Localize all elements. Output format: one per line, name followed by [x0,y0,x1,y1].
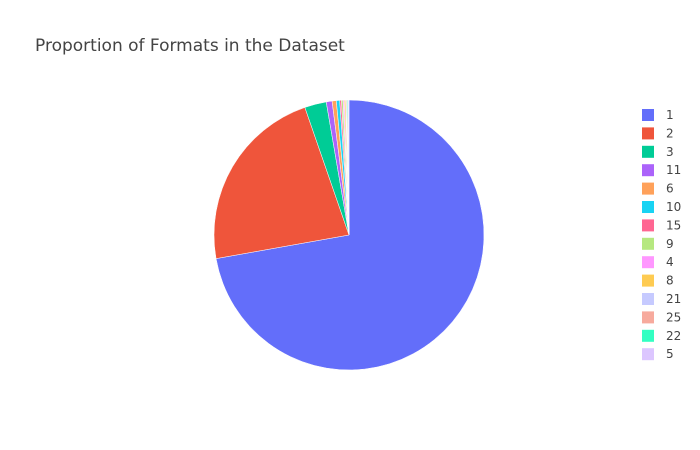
legend-swatch [642,311,654,324]
legend-label: 5 [666,347,674,361]
legend-item-1[interactable]: 1 [642,108,674,122]
pie-slices [213,99,485,371]
pie-slice-2[interactable] [213,107,350,259]
legend-swatch [642,274,654,287]
legend-label: 15 [666,218,681,232]
legend-swatch [642,145,654,158]
legend-item-10[interactable]: 10 [642,200,681,214]
legend-item-11[interactable]: 11 [642,163,681,177]
legend-label: 11 [666,163,681,177]
legend-label: 25 [666,310,681,324]
legend-item-15[interactable]: 15 [642,218,681,232]
legend-swatch [642,219,654,232]
chart-title: Proportion of Formats in the Dataset [35,36,345,56]
legend-label: 4 [666,255,674,269]
legend-label: 8 [666,274,674,288]
legend-swatch [642,256,654,269]
legend-item-2[interactable]: 2 [642,126,674,140]
legend-label: 6 [666,182,674,196]
legend-label: 2 [666,126,674,140]
legend-item-4[interactable]: 4 [642,255,674,269]
legend-item-3[interactable]: 3 [642,145,674,159]
legend-swatch [642,109,654,121]
legend-item-21[interactable]: 21 [642,292,681,306]
legend-swatch [642,127,654,140]
pie-slice-5[interactable] [347,99,350,236]
legend-swatch [642,348,654,361]
legend-label: 21 [666,292,681,306]
legend: 1 2 3 11 6 10 15 9 4 8 21 25 22 5 [642,108,681,361]
legend-swatch [642,164,654,177]
legend-swatch [642,329,654,342]
legend-swatch [642,293,654,305]
legend-label: 10 [666,200,681,214]
legend-swatch [642,237,654,250]
legend-swatch [642,182,654,195]
legend-item-5[interactable]: 5 [642,347,674,361]
legend-item-8[interactable]: 8 [642,274,674,288]
pie-slice-1[interactable] [215,99,485,371]
legend-label: 22 [666,329,681,343]
legend-item-9[interactable]: 9 [642,237,674,251]
legend-label: 1 [666,108,674,122]
legend-label: 9 [666,237,674,251]
legend-item-6[interactable]: 6 [642,182,674,196]
legend-swatch [642,201,654,213]
legend-item-25[interactable]: 25 [642,310,681,324]
legend-label: 3 [666,145,674,159]
legend-item-22[interactable]: 22 [642,329,681,343]
